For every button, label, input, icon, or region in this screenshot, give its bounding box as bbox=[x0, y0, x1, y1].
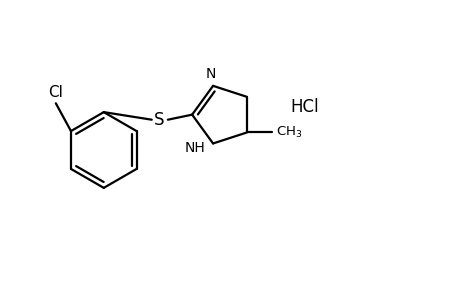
Text: S: S bbox=[154, 111, 164, 129]
Text: NH: NH bbox=[185, 140, 205, 154]
Text: HCl: HCl bbox=[290, 98, 319, 116]
Text: N: N bbox=[206, 67, 216, 81]
Text: Cl: Cl bbox=[48, 85, 63, 100]
Text: CH$_3$: CH$_3$ bbox=[275, 125, 302, 140]
